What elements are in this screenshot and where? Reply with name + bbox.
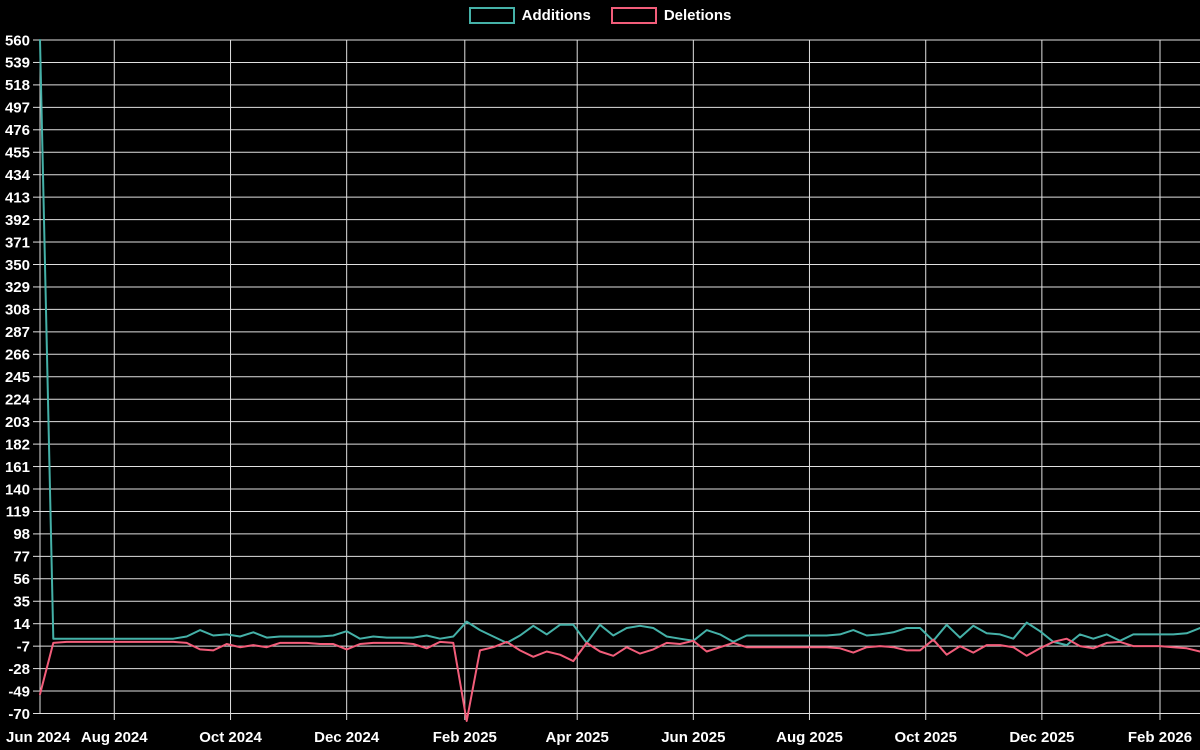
x-axis-tick-label: Aug 2025 (776, 729, 843, 746)
y-axis-tick-label: 539 (5, 55, 30, 72)
axis-tick-marks (33, 39, 1161, 720)
x-axis-tick-label: Feb 2026 (1128, 729, 1192, 746)
x-axis-tick-label: Dec 2025 (1009, 729, 1074, 746)
x-axis-tick-label: Dec 2024 (314, 729, 380, 746)
y-axis-tick-label: 476 (5, 122, 30, 139)
series-line-deletions (39, 637, 1200, 722)
y-axis-tick-label: 98 (13, 526, 30, 543)
chart-legend: Additions Deletions (0, 7, 1200, 24)
legend-label-additions: Additions (521, 7, 591, 24)
gridlines (39, 39, 1200, 714)
y-axis-tick-label: 560 (5, 32, 30, 49)
deletions-swatch-icon (610, 7, 657, 24)
y-axis-tick-label: 56 (13, 571, 30, 588)
y-axis-tick-label: 182 (5, 436, 30, 453)
additions-swatch-icon (468, 7, 515, 24)
y-axis-tick-label: 14 (13, 616, 30, 633)
y-axis-tick-label: 455 (5, 145, 30, 162)
legend-item-additions[interactable]: Additions (468, 7, 591, 24)
y-axis-tick-label: 203 (5, 414, 30, 431)
y-axis-tick-label: 413 (5, 189, 30, 206)
y-axis-tick-label: 308 (5, 302, 30, 319)
y-axis-tick-label: 497 (5, 100, 30, 117)
data-series-lines (39, 39, 1200, 722)
y-axis-tick-label: 35 (13, 594, 30, 611)
x-axis-tick-label: Aug 2024 (81, 729, 148, 746)
y-axis-tick-label: 245 (5, 369, 30, 386)
y-axis-tick-label: 287 (5, 324, 30, 341)
x-axis-tick-label: Jun 2024 (6, 729, 71, 746)
x-axis-tick-label: Oct 2025 (894, 729, 957, 746)
y-axis-tick-label: 371 (5, 234, 30, 251)
y-axis-tick-label: -49 (8, 683, 30, 700)
y-axis-tick-label: 266 (5, 347, 30, 364)
y-axis-tick-label: 161 (5, 459, 30, 476)
axis-tick-labels: 560 539 518 497 476 455 434 413 392 371 350 329 308 2… (5, 32, 1192, 746)
y-axis-tick-label: 434 (5, 167, 31, 184)
y-axis-tick-label: 140 (5, 481, 30, 498)
y-axis-tick-label: 350 (5, 257, 30, 274)
legend-item-deletions[interactable]: Deletions (610, 7, 732, 24)
x-axis-tick-label: Oct 2024 (199, 729, 262, 746)
y-axis-tick-label: 224 (5, 391, 31, 408)
x-axis-tick-label: Feb 2025 (433, 729, 497, 746)
x-axis-tick-label: Jun 2025 (661, 729, 725, 746)
y-axis-tick-label: -7 (17, 638, 30, 655)
y-axis-tick-label: 518 (5, 77, 30, 94)
y-axis-tick-label: -28 (8, 661, 30, 678)
legend-label-deletions: Deletions (663, 7, 732, 24)
y-axis-tick-label: 392 (5, 212, 30, 229)
x-axis-tick-label: Apr 2025 (546, 729, 609, 746)
y-axis-tick-label: 77 (13, 549, 30, 566)
series-line-additions (39, 39, 1200, 647)
y-axis-tick-label: 329 (5, 279, 30, 296)
y-axis-tick-label: 119 (6, 504, 30, 521)
y-axis-tick-label: -70 (8, 706, 30, 723)
